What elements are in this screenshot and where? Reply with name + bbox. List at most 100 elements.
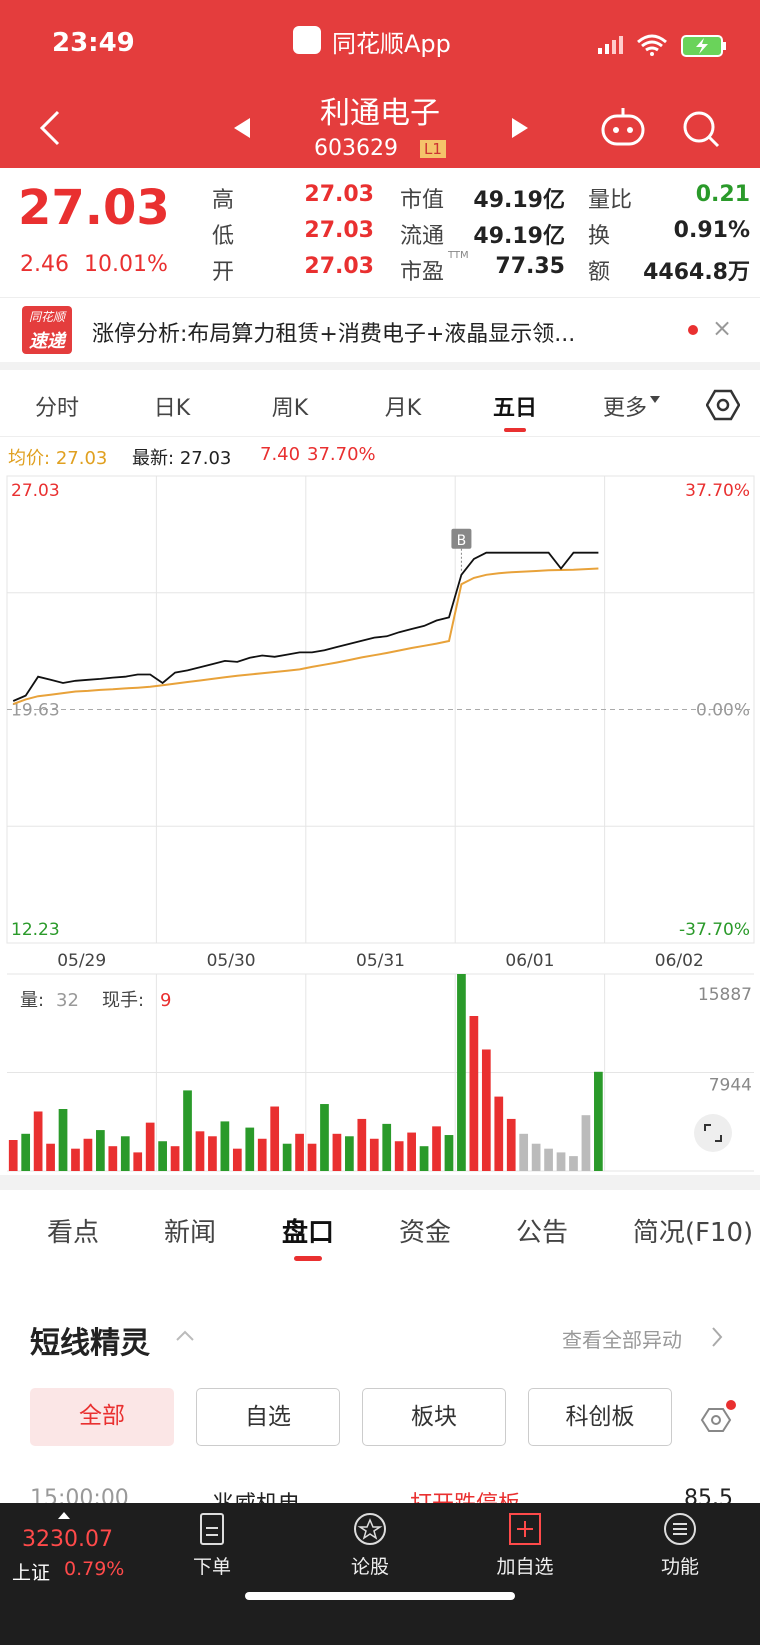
- stat-value: 27.03: [304, 218, 374, 243]
- nav-label[interactable]: 下单: [192, 1556, 231, 1578]
- volume-bar: [145, 1122, 155, 1171]
- info-tab[interactable]: 新闻: [163, 1218, 216, 1248]
- info-tab[interactable]: 资金: [398, 1218, 451, 1248]
- x-tick-label: 06/02: [655, 951, 704, 971]
- nav-label[interactable]: 加自选: [496, 1556, 554, 1578]
- volume-bar: [120, 1136, 130, 1171]
- view-all[interactable]: 查看全部异动: [562, 1328, 682, 1352]
- filter-button[interactable]: 板块: [362, 1388, 506, 1446]
- info-tab[interactable]: 公告: [515, 1218, 568, 1248]
- volume-bar: [320, 1104, 329, 1171]
- volume-bar: [270, 1106, 280, 1171]
- collapse-icon[interactable]: [174, 1328, 196, 1344]
- settings-icon[interactable]: [706, 388, 740, 422]
- volume-label: 量:: [20, 990, 44, 1011]
- nav-icon[interactable]: [659, 1510, 701, 1548]
- volume-bar: [195, 1131, 205, 1171]
- index-pct: 0.79%: [64, 1558, 125, 1580]
- volume-bar: [108, 1146, 118, 1171]
- close-banner[interactable]: ×: [712, 314, 733, 342]
- y-tick-label: 19.63: [11, 701, 60, 721]
- volume-bar: [58, 1108, 68, 1171]
- prev-stock[interactable]: [230, 116, 254, 140]
- y-tick-label: 12.23: [11, 920, 60, 940]
- stat-value: 77.35: [495, 254, 565, 279]
- y2-tick-label: 0.00%: [696, 701, 750, 721]
- volume-bar: [544, 1148, 553, 1171]
- chart-tab[interactable]: 分时: [34, 396, 79, 421]
- avg-value: 27.03: [55, 448, 108, 469]
- volume-bar: [581, 1115, 591, 1171]
- y-tick-label: 15887: [698, 985, 752, 1005]
- stat-value: 49.19亿: [473, 188, 565, 213]
- volume-bar: [46, 1143, 55, 1171]
- banner-logo-top: 同花顺: [28, 310, 65, 324]
- volume-bar: [369, 1138, 379, 1171]
- y-tick-label: 7944: [709, 1075, 752, 1095]
- nav-label[interactable]: 论股: [350, 1556, 389, 1578]
- chevron: [712, 1327, 723, 1347]
- info-tab[interactable]: 简况(F10): [632, 1218, 754, 1248]
- volume-bar: [394, 1141, 404, 1171]
- volume-bar: [295, 1133, 304, 1171]
- volume-bar: [282, 1143, 292, 1171]
- nav-label[interactable]: 功能: [660, 1556, 699, 1578]
- hand-label: 现手:: [102, 990, 144, 1011]
- next-stock[interactable]: [508, 116, 532, 140]
- volume-bar: [257, 1138, 267, 1171]
- status-icons: [598, 34, 726, 57]
- x-tick-label: 06/01: [505, 951, 554, 971]
- last-legend: 最新: 27.03: [132, 444, 231, 470]
- app-name: 同花顺App: [332, 30, 451, 58]
- divider: [0, 297, 760, 298]
- banner-text[interactable]: 涨停分析:布局算力租赁+消费电子+液晶显示领...: [92, 322, 576, 347]
- index-value[interactable]: 3230.07: [22, 1527, 113, 1552]
- search-icon[interactable]: [680, 108, 724, 152]
- filter-button[interactable]: 全部: [30, 1388, 174, 1446]
- robot-icon[interactable]: [598, 106, 648, 150]
- hand-value: 9: [160, 990, 171, 1011]
- filter-settings[interactable]: [700, 1398, 740, 1438]
- volume-bar: [307, 1143, 317, 1171]
- filter-button[interactable]: 自选: [196, 1388, 340, 1446]
- back-button[interactable]: [36, 108, 66, 148]
- banner-logo-bottom: 速递: [29, 331, 65, 352]
- legend-change: 7.40: [260, 444, 301, 465]
- chart-tab[interactable]: 日K: [153, 396, 191, 421]
- volume-bar: [332, 1133, 342, 1171]
- expand-button[interactable]: [692, 1112, 734, 1154]
- separator: [0, 362, 760, 370]
- chart-tab[interactable]: 周K: [271, 396, 309, 421]
- info-tab[interactable]: 看点: [46, 1218, 99, 1248]
- stat-value: 0.21: [695, 182, 750, 207]
- stat-value: 0.91%: [673, 218, 750, 243]
- chart-tab[interactable]: 更多: [602, 396, 647, 421]
- nav-icon[interactable]: [349, 1510, 391, 1548]
- volume-bar: [481, 1049, 491, 1171]
- chart-tab[interactable]: 五日: [492, 396, 537, 421]
- price-line: [12, 551, 599, 702]
- volume-bar: [33, 1111, 43, 1171]
- stat-label: 量比: [588, 188, 633, 213]
- volume-bar: [519, 1133, 529, 1171]
- stat-label: 换: [588, 224, 611, 249]
- nav-icon[interactable]: [504, 1510, 546, 1548]
- volume-bar: [8, 1139, 18, 1171]
- unread-dot: [688, 325, 698, 335]
- y2-tick-label: -37.70%: [679, 920, 750, 940]
- volume-bar: [494, 1096, 504, 1171]
- filter-button[interactable]: 科创板: [528, 1388, 672, 1446]
- volume-bar: [469, 1015, 479, 1171]
- volume-bar: [594, 1071, 603, 1171]
- stat-sup: TTM: [448, 250, 469, 261]
- stock-name: 利通电子: [320, 96, 440, 131]
- volume-bar: [71, 1148, 80, 1171]
- stat-label: 额: [588, 260, 611, 285]
- volume-bar: [245, 1127, 255, 1171]
- y-tick-label: 27.03: [11, 481, 60, 501]
- nav-icon[interactable]: [191, 1510, 233, 1548]
- info-tab[interactable]: 盘口: [281, 1218, 334, 1248]
- chart-tab[interactable]: 月K: [384, 396, 422, 421]
- legend-change-pct: 37.70%: [307, 444, 376, 465]
